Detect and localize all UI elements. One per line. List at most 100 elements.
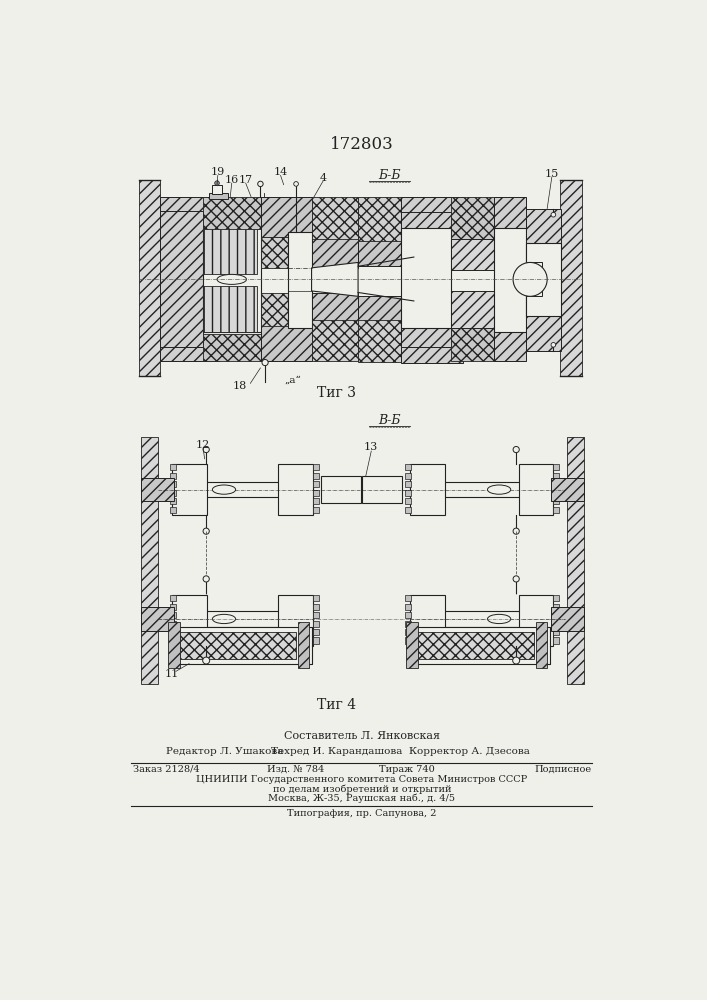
Bar <box>141 478 174 501</box>
Bar <box>404 507 411 513</box>
Bar <box>553 604 559 610</box>
Bar <box>170 464 176 470</box>
Text: 19: 19 <box>211 167 225 177</box>
Bar <box>553 464 559 470</box>
Bar <box>261 293 312 326</box>
Bar <box>518 600 554 638</box>
Text: Изд. № 784: Изд. № 784 <box>267 765 324 774</box>
Bar <box>553 473 559 479</box>
Bar <box>160 347 218 361</box>
Bar <box>526 262 542 296</box>
Bar <box>313 595 320 601</box>
Circle shape <box>215 181 219 185</box>
Bar <box>404 481 411 487</box>
Bar <box>401 347 462 363</box>
Text: 14: 14 <box>274 167 288 177</box>
Circle shape <box>203 446 209 453</box>
Polygon shape <box>312 262 358 296</box>
Bar <box>279 595 313 646</box>
Bar <box>358 320 401 362</box>
Bar <box>451 239 493 270</box>
Circle shape <box>293 182 298 186</box>
Bar <box>170 620 176 627</box>
Bar <box>551 607 583 631</box>
Ellipse shape <box>488 614 510 624</box>
Bar <box>203 197 261 229</box>
Bar <box>406 622 418 668</box>
Text: 17: 17 <box>239 175 253 185</box>
Bar <box>141 437 158 684</box>
Text: Подписное: Подписное <box>534 765 591 774</box>
Bar <box>410 482 565 497</box>
Bar <box>561 180 582 376</box>
Bar <box>170 595 176 601</box>
Bar <box>553 629 559 635</box>
Bar <box>172 627 312 664</box>
Bar <box>313 498 320 504</box>
Circle shape <box>203 528 209 534</box>
Bar <box>535 622 547 668</box>
Bar <box>451 197 493 239</box>
Bar <box>170 507 176 513</box>
Bar <box>553 612 559 618</box>
Bar <box>553 637 559 644</box>
Bar <box>139 180 160 376</box>
Text: 15: 15 <box>544 169 559 179</box>
Ellipse shape <box>217 274 247 284</box>
Circle shape <box>513 262 547 296</box>
Text: 12: 12 <box>196 440 210 450</box>
Bar <box>203 228 261 332</box>
Bar <box>553 481 559 487</box>
Circle shape <box>203 657 210 664</box>
Bar <box>312 237 358 268</box>
Bar <box>313 612 320 618</box>
Bar <box>313 481 320 487</box>
Ellipse shape <box>488 485 510 494</box>
Bar <box>404 629 411 635</box>
Bar <box>410 611 565 627</box>
Bar <box>168 622 180 668</box>
Bar <box>404 612 411 618</box>
Bar <box>203 228 257 274</box>
Ellipse shape <box>212 485 235 494</box>
Bar <box>279 600 313 638</box>
Bar <box>160 197 218 211</box>
Bar <box>170 481 176 487</box>
Bar <box>410 595 445 646</box>
Ellipse shape <box>212 614 235 624</box>
Circle shape <box>551 343 556 347</box>
Bar <box>141 607 174 631</box>
Circle shape <box>513 576 519 582</box>
Bar <box>313 490 320 496</box>
Bar <box>212 185 222 194</box>
Text: Техред И. Карандашова: Техред И. Карандашова <box>271 747 402 756</box>
Text: Заказ 2128/4: Заказ 2128/4 <box>134 765 200 774</box>
Text: Тираж 740: Тираж 740 <box>379 765 435 774</box>
Bar <box>526 209 561 351</box>
Text: 11: 11 <box>165 669 179 679</box>
Bar <box>312 293 358 324</box>
Circle shape <box>513 446 519 453</box>
Bar <box>313 507 320 513</box>
Bar <box>170 612 176 618</box>
Bar <box>493 228 526 332</box>
Bar <box>170 473 176 479</box>
Bar <box>170 629 176 635</box>
Bar <box>203 334 261 361</box>
Text: Τиг 3: Τиг 3 <box>317 386 356 400</box>
Bar <box>261 237 312 268</box>
Bar <box>261 324 312 361</box>
Text: 16: 16 <box>225 175 239 185</box>
Circle shape <box>513 528 519 534</box>
Bar <box>553 620 559 627</box>
Bar <box>553 507 559 513</box>
Bar <box>404 473 411 479</box>
Circle shape <box>262 359 268 366</box>
Bar <box>172 600 207 638</box>
Text: Москва, Ж-35, Раушская наб., д. 4/5: Москва, Ж-35, Раушская наб., д. 4/5 <box>269 794 455 803</box>
Bar <box>553 490 559 496</box>
Bar <box>404 464 411 470</box>
Bar <box>410 600 445 638</box>
Text: 13: 13 <box>364 442 378 452</box>
Text: 172803: 172803 <box>330 136 394 153</box>
